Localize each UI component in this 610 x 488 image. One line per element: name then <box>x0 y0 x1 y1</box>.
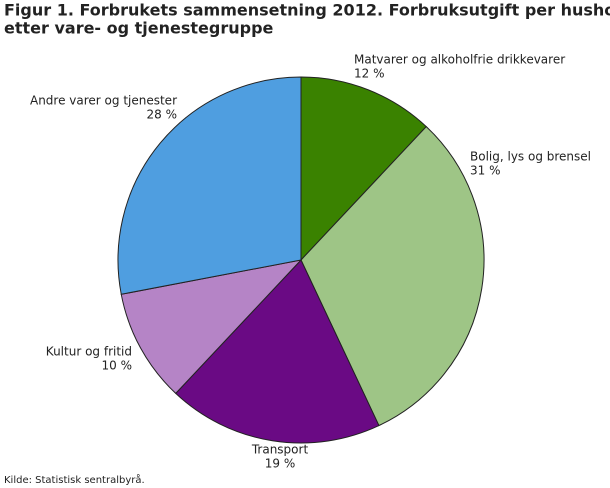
chart-subtitle: etter vare- og tjenestegruppe <box>4 19 274 38</box>
pie-slice <box>300 76 427 262</box>
value-label: 28 % <box>147 108 178 122</box>
value-label: 12 % <box>354 67 385 81</box>
slice-label: Kultur og fritid <box>46 345 132 359</box>
source: Kilde: Statistisk sentralbyrå. <box>4 473 145 486</box>
chart-title: Figur 1. Forbrukets sammensetning 2012. … <box>4 1 610 20</box>
slice-label: Andre varer og tjenester <box>30 94 177 108</box>
pie-slice <box>120 259 303 395</box>
value-label: 19 % <box>265 457 296 471</box>
slice-label: Bolig, lys og brensel <box>470 150 591 164</box>
value-label: 10 % <box>102 359 133 373</box>
pie-slice <box>117 76 302 295</box>
slice-label: Matvarer og alkoholfrie drikkevarer <box>354 53 565 67</box>
slice-label: Transport <box>251 443 309 457</box>
value-label: 31 % <box>470 164 501 178</box>
pie-slice <box>175 259 380 444</box>
pie-slice <box>300 125 485 427</box>
